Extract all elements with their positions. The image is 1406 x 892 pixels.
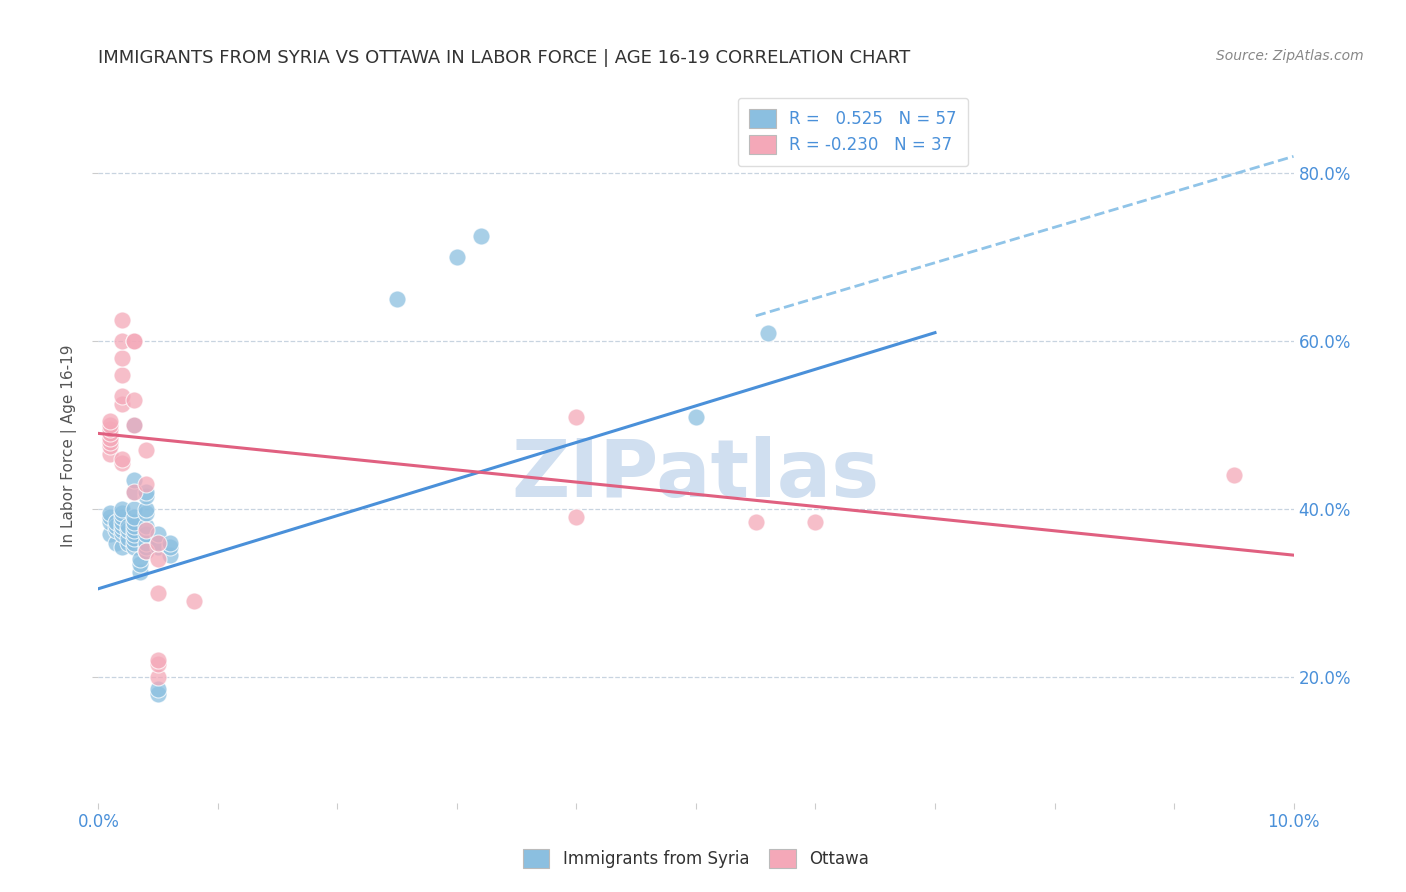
Point: [148, 540, 170, 554]
Point: [111, 523, 134, 537]
Point: [117, 532, 139, 546]
Point: [100, 414, 122, 428]
Point: [135, 544, 157, 558]
Point: [111, 515, 134, 529]
Point: [1223, 468, 1246, 483]
Point: [135, 476, 157, 491]
Text: IMMIGRANTS FROM SYRIA VS OTTAWA IN LABOR FORCE | AGE 16-19 CORRELATION CHART: IMMIGRANTS FROM SYRIA VS OTTAWA IN LABOR…: [98, 49, 911, 67]
Point: [111, 451, 134, 466]
Point: [148, 682, 170, 697]
Point: [124, 392, 146, 407]
Point: [446, 250, 468, 264]
Point: [111, 506, 134, 520]
Point: [117, 518, 139, 533]
Point: [183, 594, 205, 608]
Point: [159, 540, 181, 554]
Point: [135, 523, 157, 537]
Point: [124, 518, 146, 533]
Point: [124, 502, 146, 516]
Point: [148, 653, 170, 667]
Point: [124, 523, 146, 537]
Point: [135, 518, 157, 533]
Point: [135, 502, 157, 516]
Legend: Immigrants from Syria, Ottawa: Immigrants from Syria, Ottawa: [512, 838, 880, 880]
Point: [135, 485, 157, 500]
Point: [148, 535, 170, 549]
Point: [756, 326, 779, 340]
Point: [117, 523, 139, 537]
Point: [111, 518, 134, 533]
Point: [148, 586, 170, 600]
Point: [148, 687, 170, 701]
Point: [100, 434, 122, 449]
Point: [135, 535, 157, 549]
Point: [129, 557, 152, 571]
Point: [685, 409, 707, 424]
Point: [565, 409, 588, 424]
Point: [124, 485, 146, 500]
Point: [745, 515, 768, 529]
Point: [148, 552, 170, 566]
Point: [129, 552, 152, 566]
Point: [148, 527, 170, 541]
Point: [385, 292, 409, 306]
Point: [159, 535, 181, 549]
Point: [111, 510, 134, 524]
Point: [804, 515, 827, 529]
Point: [111, 456, 134, 470]
Point: [100, 510, 122, 524]
Point: [100, 426, 122, 441]
Point: [124, 540, 146, 554]
Point: [100, 506, 122, 520]
Point: [111, 351, 134, 365]
Point: [135, 489, 157, 503]
Point: [117, 535, 139, 549]
Point: [135, 544, 157, 558]
Y-axis label: In Labor Force | Age 16-19: In Labor Force | Age 16-19: [60, 344, 77, 548]
Point: [111, 397, 134, 411]
Point: [111, 502, 134, 516]
Point: [124, 510, 146, 524]
Point: [565, 510, 588, 524]
Point: [111, 334, 134, 348]
Point: [100, 417, 122, 432]
Point: [148, 670, 170, 684]
Point: [124, 532, 146, 546]
Point: [100, 515, 122, 529]
Point: [135, 527, 157, 541]
Point: [124, 334, 146, 348]
Point: [100, 431, 122, 445]
Point: [100, 422, 122, 436]
Point: [100, 447, 122, 461]
Point: [100, 439, 122, 453]
Point: [129, 565, 152, 579]
Point: [105, 535, 128, 549]
Point: [148, 535, 170, 549]
Point: [111, 389, 134, 403]
Point: [124, 527, 146, 541]
Point: [124, 334, 146, 348]
Point: [105, 523, 128, 537]
Point: [470, 229, 492, 244]
Point: [124, 417, 146, 432]
Point: [148, 657, 170, 672]
Point: [135, 506, 157, 520]
Point: [135, 443, 157, 458]
Point: [100, 527, 122, 541]
Point: [135, 540, 157, 554]
Text: ZIPatlas: ZIPatlas: [512, 435, 880, 514]
Point: [105, 518, 128, 533]
Point: [124, 515, 146, 529]
Point: [111, 540, 134, 554]
Point: [124, 417, 146, 432]
Point: [124, 535, 146, 549]
Point: [111, 527, 134, 541]
Point: [111, 368, 134, 382]
Text: Source: ZipAtlas.com: Source: ZipAtlas.com: [1216, 49, 1364, 63]
Point: [111, 313, 134, 327]
Point: [105, 515, 128, 529]
Point: [124, 485, 146, 500]
Point: [159, 548, 181, 562]
Point: [124, 473, 146, 487]
